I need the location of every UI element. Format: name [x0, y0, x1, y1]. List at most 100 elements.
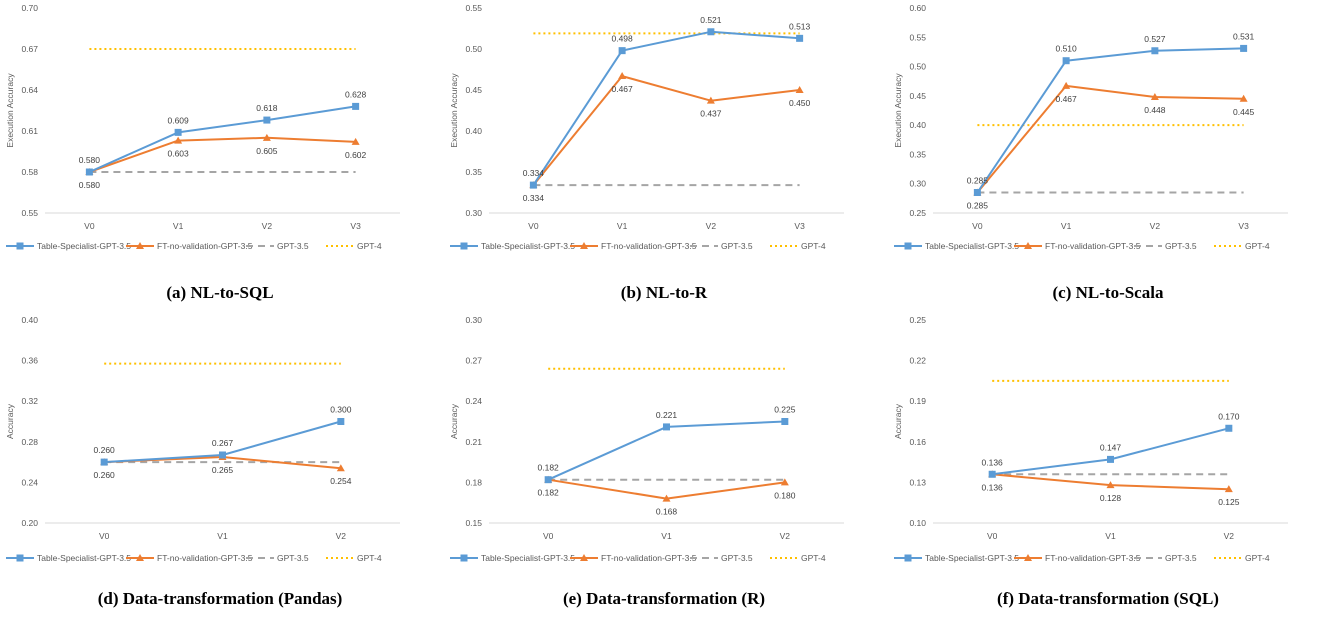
data-label-table-specialist: 0.285 [967, 176, 989, 186]
y-tick-label: 0.16 [909, 437, 926, 447]
legend-marker-table-specialist [904, 554, 912, 562]
point-marker-ft-no-validation [1062, 81, 1071, 89]
data-label-table-specialist: 0.510 [1055, 44, 1077, 54]
legend-label-gpt4: GPT-4 [1245, 241, 1270, 251]
point-marker-table-specialist [1225, 424, 1233, 432]
y-tick-label: 0.13 [909, 477, 926, 487]
legend-marker-table-specialist [16, 554, 24, 562]
point-marker-ft-no-validation [174, 136, 183, 144]
chart-legend: Table-Specialist-GPT-3.5 FT-no-validation… [894, 553, 1270, 563]
chart-panel-data-transformation-r: 0.15 0.18 0.21 0.24 0.27 0.30 V0 V1 V2 Accuracy 0.… [444, 313, 884, 619]
y-axis-label: Accuracy [449, 403, 459, 439]
point-marker-ft-no-validation [795, 86, 804, 93]
legend-label-ft-no-validation: FT-no-validation-GPT-3.5 [601, 241, 697, 251]
legend-marker-table-specialist [460, 554, 468, 562]
point-marker-ft-no-validation [706, 96, 715, 104]
data-label-table-specialist: 0.170 [1218, 411, 1240, 421]
point-marker-ft-no-validation [1106, 481, 1115, 489]
legend-label-gpt4: GPT-4 [801, 553, 826, 563]
y-tick-label: 0.64 [21, 85, 38, 95]
y-tick-label: 0.40 [21, 315, 38, 325]
y-tick-label: 0.50 [909, 62, 926, 72]
series-line-table-specialist [976, 47, 1244, 194]
point-marker-table-specialist [100, 458, 108, 466]
point-marker-ft-no-validation [618, 72, 627, 80]
y-tick-label: 0.45 [909, 91, 926, 101]
data-label-ft-no-validation: 0.605 [256, 146, 278, 156]
data-label-table-specialist: 0.136 [982, 457, 1004, 467]
chart-svg: 0.55 0.58 0.61 0.64 0.67 0.70 V0 V1 V2 V3 Executio… [5, 3, 400, 251]
data-label-table-specialist: 0.618 [256, 103, 278, 113]
chart-panel-data-transformation-pandas: 0.20 0.24 0.28 0.32 0.36 0.40 V0 V1 V2 Accuracy 0.… [0, 313, 440, 619]
y-tick-label: 0.61 [21, 126, 38, 136]
data-label-ft-no-validation: 0.467 [611, 84, 633, 94]
point-marker-table-specialist [1240, 44, 1248, 52]
chart-svg: 0.30 0.35 0.40 0.45 0.50 0.55 V0 V1 V2 V3 Executio… [449, 3, 844, 251]
series-line-ft-no-validation [532, 75, 800, 186]
point-marker-ft-no-validation [780, 478, 789, 486]
x-tick-label: V2 [336, 531, 347, 541]
point-marker-ft-no-validation [1224, 485, 1233, 493]
point-marker-ft-no-validation [1150, 93, 1159, 101]
point-marker-ft-no-validation [662, 494, 671, 502]
data-label-table-specialist: 0.221 [656, 410, 678, 420]
data-label-ft-no-validation: 0.467 [1055, 94, 1077, 104]
x-tick-label: V2 [1150, 221, 1161, 231]
data-label-ft-no-validation: 0.265 [212, 465, 234, 475]
legend-label-gpt35: GPT-3.5 [721, 241, 753, 251]
legend-label-table-specialist: Table-Specialist-GPT-3.5 [481, 241, 575, 251]
legend-marker-ft-no-validation [1024, 554, 1032, 561]
y-tick-label: 0.40 [465, 126, 482, 136]
y-tick-label: 0.30 [465, 208, 482, 218]
data-label-ft-no-validation: 0.125 [1218, 497, 1240, 507]
data-label-table-specialist: 0.225 [774, 405, 796, 415]
point-marker-table-specialist [1107, 455, 1114, 463]
y-tick-label: 0.50 [465, 44, 482, 54]
data-label-ft-no-validation: 0.168 [656, 507, 678, 517]
legend-marker-table-specialist [460, 242, 468, 250]
chart-legend: Table-Specialist-GPT-3.5 FT-no-validation… [6, 241, 382, 251]
data-label-ft-no-validation: 0.437 [700, 109, 722, 119]
legend-label-ft-no-validation: FT-no-validation-GPT-3.5 [157, 241, 253, 251]
data-label-table-specialist: 0.182 [538, 463, 560, 473]
y-tick-label: 0.22 [909, 356, 926, 366]
x-tick-label: V3 [1238, 221, 1249, 231]
data-label-ft-no-validation: 0.445 [1233, 107, 1255, 117]
y-tick-label: 0.32 [21, 396, 38, 406]
data-label-table-specialist: 0.521 [700, 15, 722, 25]
y-tick-label: 0.18 [465, 477, 482, 487]
legend-label-ft-no-validation: FT-no-validation-GPT-3.5 [601, 553, 697, 563]
chart-caption: (e) Data-transformation (R) [562, 589, 766, 608]
y-axis-label: Execution Accuracy [449, 73, 459, 148]
point-marker-ft-no-validation [336, 464, 345, 472]
x-tick-label: V0 [987, 531, 998, 541]
chart-svg: 0.15 0.18 0.21 0.24 0.27 0.30 V0 V1 V2 Accuracy 0.… [449, 315, 844, 563]
x-tick-label: V1 [1061, 221, 1072, 231]
y-tick-label: 0.28 [21, 437, 38, 447]
data-label-ft-no-validation: 0.260 [94, 470, 116, 480]
data-label-table-specialist: 0.580 [79, 180, 101, 190]
data-label-ft-no-validation: 0.180 [774, 490, 796, 500]
x-tick-label: V0 [528, 221, 539, 231]
data-label-table-specialist: 0.531 [1233, 31, 1255, 41]
y-tick-label: 0.30 [465, 315, 482, 325]
y-tick-label: 0.60 [909, 3, 926, 13]
y-axis-label: Execution Accuracy [5, 73, 15, 148]
legend-label-ft-no-validation: FT-no-validation-GPT-3.5 [1045, 241, 1141, 251]
data-label-ft-no-validation: 0.285 [967, 201, 989, 211]
x-tick-label: V3 [350, 221, 361, 231]
point-marker-ft-no-validation [351, 137, 360, 145]
y-tick-label: 0.35 [909, 149, 926, 159]
data-label-table-specialist: 0.260 [94, 445, 116, 455]
y-tick-label: 0.36 [21, 356, 38, 366]
y-tick-label: 0.10 [909, 518, 926, 528]
legend-label-gpt35: GPT-3.5 [277, 241, 309, 251]
chart-legend: Table-Specialist-GPT-3.5 FT-no-validation… [894, 241, 1270, 251]
legend-label-gpt4: GPT-4 [801, 241, 826, 251]
x-tick-label: V2 [1224, 531, 1235, 541]
y-tick-label: 0.25 [909, 208, 926, 218]
legend-marker-table-specialist [904, 242, 912, 250]
y-axis-label: Accuracy [893, 403, 903, 439]
y-tick-label: 0.55 [21, 208, 38, 218]
chart-panel-nl-to-sql: 0.55 0.58 0.61 0.64 0.67 0.70 V0 V1 V2 V3 Executio… [0, 0, 440, 310]
